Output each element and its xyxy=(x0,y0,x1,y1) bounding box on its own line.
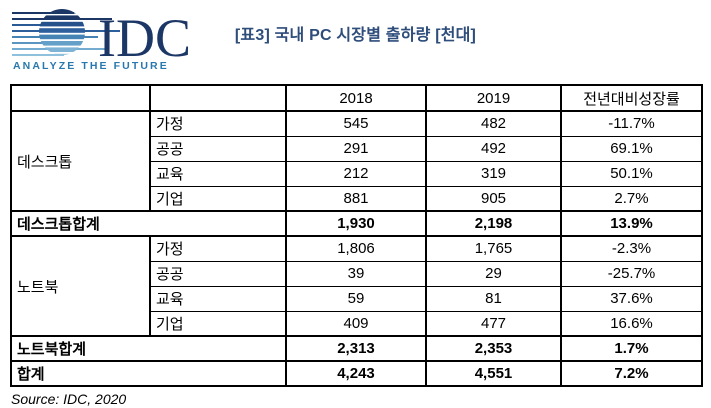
total-2018: 1,930 xyxy=(285,210,427,237)
page-title: [표3] 국내 PC 시장별 출하량 [천대] xyxy=(234,27,477,44)
value-2018: 59 xyxy=(285,285,427,312)
idc-logo-graphic: IDC ANALYZE THE FUTURE xyxy=(12,8,191,72)
value-2018: 212 xyxy=(285,160,427,187)
grand-total-growth: 7.2% xyxy=(560,360,703,387)
table-row-desktop-total: 데스크톱합계 1,930 2,198 13.9% xyxy=(10,210,703,237)
value-2019: 477 xyxy=(425,310,562,337)
segment-label: 교육 xyxy=(149,160,287,187)
value-growth: -2.3% xyxy=(560,235,703,262)
segment-label: 교육 xyxy=(149,285,287,312)
total-2019: 2,198 xyxy=(425,210,562,237)
header-cell-blank-1 xyxy=(10,84,151,112)
segment-label: 가정 xyxy=(149,110,287,137)
value-growth: 69.1% xyxy=(560,135,703,162)
total-label-notebook: 노트북합계 xyxy=(10,335,287,362)
value-2019: 29 xyxy=(425,260,562,287)
total-2018: 2,313 xyxy=(285,335,427,362)
value-2019: 905 xyxy=(425,185,562,212)
globe-icon xyxy=(39,9,85,55)
value-2018: 1,806 xyxy=(285,235,427,262)
value-growth: 16.6% xyxy=(560,310,703,337)
table-row-desktop-home: 데스크톱 가정 545 482 -11.7% xyxy=(10,110,703,212)
total-label-desktop: 데스크톱합계 xyxy=(10,210,287,237)
segment-label: 공공 xyxy=(149,135,287,162)
segment-label: 가정 xyxy=(149,235,287,262)
table-row-notebook-home: 노트북 가정 1,806 1,765 -2.3% xyxy=(10,235,703,337)
segment-label: 기업 xyxy=(149,185,287,212)
value-2018: 291 xyxy=(285,135,427,162)
value-growth: -25.7% xyxy=(560,260,703,287)
value-2019: 492 xyxy=(425,135,562,162)
total-2019: 2,353 xyxy=(425,335,562,362)
grand-total-2018: 4,243 xyxy=(285,360,427,387)
value-2019: 319 xyxy=(425,160,562,187)
idc-wordmark: IDC xyxy=(98,8,190,68)
table-row-notebook-total: 노트북합계 2,313 2,353 1.7% xyxy=(10,335,703,362)
header-cell-2018: 2018 xyxy=(285,84,427,112)
table-row-notebook-business: 기업 409 477 16.6% xyxy=(11,310,703,337)
table-row-grand-total: 합계 4,243 4,551 7.2% xyxy=(10,360,703,387)
group-label-notebook: 노트북 xyxy=(10,235,151,337)
table-row-notebook-education: 교육 59 81 37.6% xyxy=(11,285,703,312)
segment-label: 기업 xyxy=(149,310,287,337)
source-note: Source: IDC, 2020 xyxy=(11,391,127,407)
value-2019: 482 xyxy=(425,110,562,137)
header-cell-2019: 2019 xyxy=(425,84,562,112)
value-growth: -11.7% xyxy=(560,110,703,137)
value-growth: 37.6% xyxy=(560,285,703,312)
header-cell-blank-2 xyxy=(149,84,287,112)
value-2019: 1,765 xyxy=(425,235,562,262)
segment-label: 공공 xyxy=(149,260,287,287)
header-row: 2018 2019 전년대비성장률 xyxy=(10,84,703,112)
value-2018: 409 xyxy=(285,310,427,337)
grand-total-2019: 4,551 xyxy=(425,360,562,387)
header-cell-growth: 전년대비성장률 xyxy=(560,84,703,112)
logo-tagline: ANALYZE THE FUTURE xyxy=(13,60,169,72)
pc-shipment-table: 2018 2019 전년대비성장률 데스크톱 가정 545 482 -11.7%… xyxy=(10,84,703,387)
value-growth: 2.7% xyxy=(560,185,703,212)
grand-total-label: 합계 xyxy=(10,360,287,387)
value-2018: 39 xyxy=(285,260,427,287)
value-2018: 881 xyxy=(285,185,427,212)
value-growth: 50.1% xyxy=(560,160,703,187)
idc-logo: IDC ANALYZE THE FUTURE xyxy=(12,6,191,72)
value-2018: 545 xyxy=(285,110,427,137)
value-2019: 81 xyxy=(425,285,562,312)
group-label-desktop: 데스크톱 xyxy=(10,110,151,212)
total-growth: 1.7% xyxy=(560,335,703,362)
total-growth: 13.9% xyxy=(560,210,703,237)
